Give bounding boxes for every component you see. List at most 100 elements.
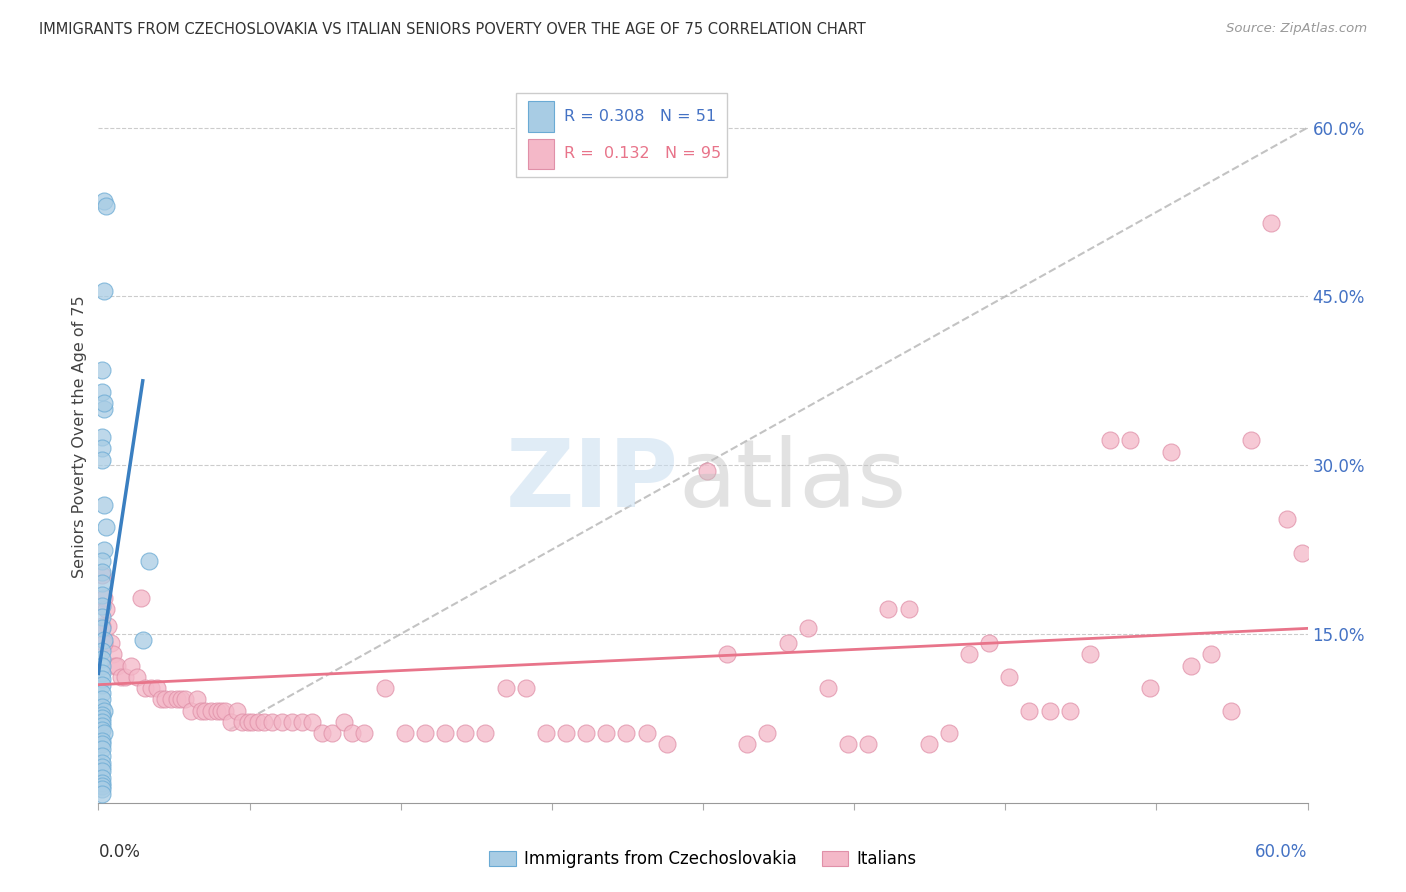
- Point: [134, 681, 156, 695]
- Point: [214, 704, 236, 718]
- Point: [91, 644, 114, 658]
- Point: [1220, 704, 1243, 718]
- Point: [240, 714, 263, 729]
- Point: [91, 652, 114, 666]
- Point: [91, 568, 114, 582]
- Point: [1240, 434, 1263, 448]
- Point: [534, 726, 557, 740]
- Point: [1180, 658, 1202, 673]
- Point: [1277, 512, 1299, 526]
- Point: [120, 658, 142, 673]
- Point: [91, 430, 114, 444]
- Point: [91, 666, 114, 681]
- Text: IMMIGRANTS FROM CZECHOSLOVAKIA VS ITALIAN SENIORS POVERTY OVER THE AGE OF 75 COR: IMMIGRANTS FROM CZECHOSLOVAKIA VS ITALIA…: [39, 22, 866, 37]
- Point: [105, 658, 128, 673]
- Point: [186, 692, 208, 706]
- Point: [1078, 647, 1101, 661]
- Point: [253, 714, 276, 729]
- Point: [655, 737, 678, 751]
- Point: [236, 714, 259, 729]
- Point: [166, 692, 188, 706]
- FancyBboxPatch shape: [527, 138, 554, 169]
- Point: [91, 599, 114, 613]
- Point: [91, 764, 114, 779]
- Point: [91, 723, 114, 737]
- Point: [1199, 647, 1222, 661]
- Point: [515, 681, 537, 695]
- Point: [91, 700, 114, 714]
- Point: [207, 704, 229, 718]
- Point: [1059, 704, 1081, 718]
- Point: [333, 714, 356, 729]
- Point: [91, 672, 114, 686]
- Point: [221, 714, 243, 729]
- Point: [454, 726, 477, 740]
- Point: [270, 714, 292, 729]
- Point: [194, 704, 217, 718]
- Point: [114, 670, 136, 684]
- Point: [91, 711, 114, 725]
- Point: [91, 442, 114, 456]
- Point: [93, 591, 115, 605]
- Point: [93, 632, 115, 647]
- Point: [91, 734, 114, 748]
- Point: [209, 704, 232, 718]
- Point: [91, 452, 114, 467]
- Point: [93, 498, 115, 512]
- Point: [139, 681, 162, 695]
- Point: [200, 704, 222, 718]
- Point: [174, 692, 197, 706]
- Point: [776, 636, 799, 650]
- Point: [716, 647, 738, 661]
- Point: [353, 726, 375, 740]
- Point: [998, 670, 1021, 684]
- Point: [1018, 704, 1040, 718]
- Point: [321, 726, 343, 740]
- FancyBboxPatch shape: [516, 94, 727, 178]
- Point: [91, 588, 114, 602]
- Point: [957, 647, 980, 661]
- Point: [91, 576, 114, 591]
- Point: [125, 670, 148, 684]
- Point: [93, 284, 115, 298]
- Point: [291, 714, 314, 729]
- Point: [837, 737, 859, 751]
- Point: [897, 602, 920, 616]
- Point: [97, 619, 120, 633]
- Point: [91, 565, 114, 579]
- Point: [91, 741, 114, 756]
- Point: [160, 692, 183, 706]
- Point: [858, 737, 880, 751]
- Point: [91, 760, 114, 774]
- Point: [1039, 704, 1062, 718]
- Point: [301, 714, 323, 729]
- Point: [93, 704, 115, 718]
- Point: [1160, 444, 1182, 458]
- Text: Source: ZipAtlas.com: Source: ZipAtlas.com: [1226, 22, 1367, 36]
- Point: [153, 692, 176, 706]
- Point: [110, 670, 132, 684]
- Y-axis label: Seniors Poverty Over the Age of 75: Seniors Poverty Over the Age of 75: [72, 296, 87, 578]
- Point: [129, 591, 152, 605]
- Point: [817, 681, 839, 695]
- Point: [132, 632, 155, 647]
- Point: [226, 704, 249, 718]
- Point: [495, 681, 517, 695]
- Point: [1260, 216, 1282, 230]
- Point: [374, 681, 396, 695]
- Point: [93, 636, 115, 650]
- Point: [260, 714, 283, 729]
- Point: [342, 726, 364, 740]
- Point: [91, 362, 114, 376]
- Point: [696, 464, 718, 478]
- Point: [918, 737, 941, 751]
- Point: [180, 704, 202, 718]
- Text: atlas: atlas: [679, 435, 907, 527]
- Point: [91, 737, 114, 751]
- Point: [103, 658, 125, 673]
- Point: [737, 737, 759, 751]
- Point: [1139, 681, 1161, 695]
- Point: [231, 714, 253, 729]
- Point: [1291, 546, 1313, 560]
- Point: [979, 636, 1001, 650]
